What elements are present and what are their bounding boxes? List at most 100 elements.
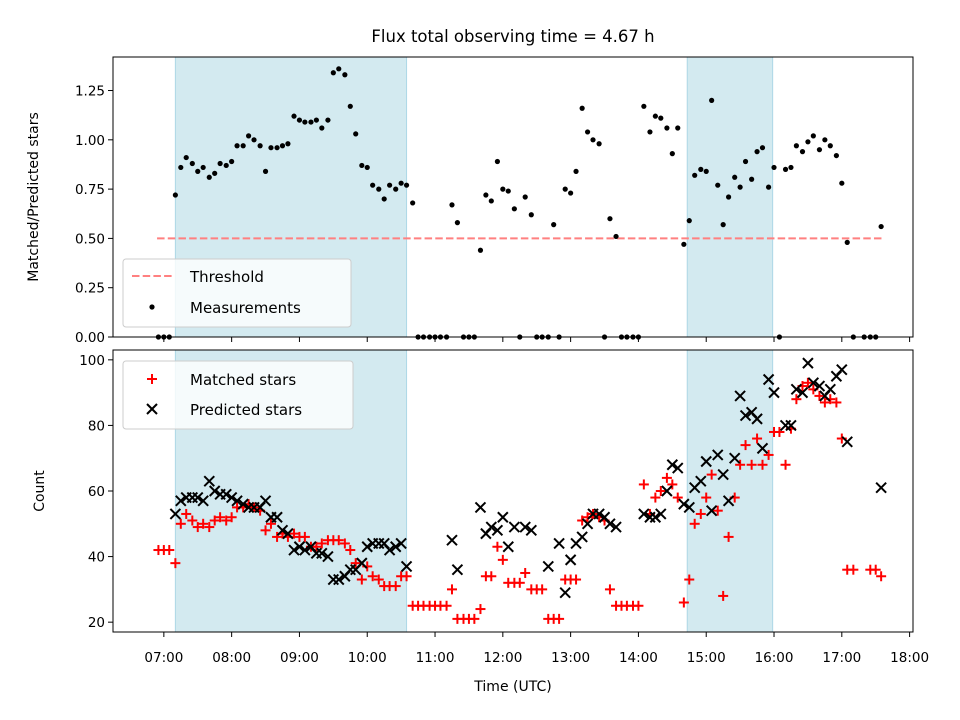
predicted-point-85-b xyxy=(751,413,763,425)
measurement-point-23 xyxy=(285,141,291,147)
predicted-point-73-b xyxy=(683,501,695,514)
bottom-y-tick-label-3: 80 xyxy=(88,418,105,434)
top-legend-box xyxy=(122,258,352,328)
measurement-point-35 xyxy=(353,131,359,137)
measurement-point-5 xyxy=(183,154,189,161)
predicted-point-86-b xyxy=(756,442,769,455)
matched-point-101 xyxy=(723,531,734,542)
predicted-point-43 xyxy=(451,563,464,576)
measurement-point-16 xyxy=(245,133,252,139)
predicted-point-64-b xyxy=(610,521,622,533)
measurement-point-65 xyxy=(522,194,528,200)
predicted-point-81 xyxy=(728,452,741,464)
matched-point-32 xyxy=(333,535,344,546)
bottom-x-tick-label-3: 10:00 xyxy=(348,650,387,666)
matched-point-94 xyxy=(684,574,695,585)
predicted-point-26-b xyxy=(316,547,328,560)
predicted-point-101 xyxy=(875,482,887,494)
matched-point-34 xyxy=(345,545,356,556)
measurement-point-15 xyxy=(240,143,246,149)
matched-point-108 xyxy=(763,449,774,460)
matched-point-113 xyxy=(791,394,802,405)
matched-point-106 xyxy=(752,433,763,444)
predicted-point-79-b xyxy=(717,468,729,481)
predicted-point-97 xyxy=(824,383,836,396)
top-y-axis-title: Matched/Predicted stars xyxy=(26,112,42,282)
measurement-point-118 xyxy=(822,137,828,143)
top-legend: Threshold Measurements xyxy=(122,258,352,328)
predicted-point-77-b xyxy=(705,504,718,517)
measurement-point-10 xyxy=(212,170,218,176)
predicted-point-91 xyxy=(790,383,803,396)
matched-point-9 xyxy=(204,522,215,533)
predicted-point-0-b xyxy=(169,508,182,520)
matched-point-29 xyxy=(316,538,327,549)
top-plot-frame xyxy=(112,56,914,338)
predicted-point-5-b xyxy=(197,495,209,507)
predicted-point-81-b xyxy=(728,452,741,464)
measurement-point-73 xyxy=(568,190,574,196)
predicted-point-27 xyxy=(322,550,334,563)
matched-point-85 xyxy=(633,600,644,611)
measurement-point-60 xyxy=(494,158,501,165)
matched-point-19 xyxy=(260,525,271,536)
predicted-point-33-b xyxy=(356,557,368,569)
measurement-point-116 xyxy=(810,133,816,139)
matched-point-21 xyxy=(272,531,283,542)
predicted-point-18 xyxy=(271,511,283,523)
predicted-point-39 xyxy=(390,541,402,553)
matched-point-68 xyxy=(537,584,548,595)
measurement-point-62 xyxy=(505,188,511,194)
measurement-points xyxy=(155,66,884,340)
matched-point-96 xyxy=(695,508,706,519)
predicted-point-63 xyxy=(604,518,616,530)
bottom-x-tick-label-4: 11:00 xyxy=(416,650,455,666)
predicted-point-38 xyxy=(383,544,396,556)
measurement-point-120 xyxy=(833,152,839,159)
measurement-point-9 xyxy=(206,174,212,180)
predicted-point-99-b xyxy=(836,363,848,376)
measurement-point-75 xyxy=(579,105,585,111)
predicted-point-21 xyxy=(288,544,300,556)
matched-point-3 xyxy=(170,558,181,569)
predicted-point-99 xyxy=(836,363,848,376)
bottom-x-tick-label-7: 14:00 xyxy=(619,650,658,666)
measurement-point-91 xyxy=(669,151,675,157)
measurement-point-127 xyxy=(878,223,884,230)
predicted-point-80 xyxy=(722,495,735,507)
measurement-point-70 xyxy=(551,222,557,228)
matched-point-42 xyxy=(390,581,401,592)
matched-point-60 xyxy=(492,541,503,552)
bottom-x-tick-label-8: 15:00 xyxy=(687,650,726,666)
measurement-point-34 xyxy=(347,103,353,109)
matched-point-11 xyxy=(215,512,226,523)
measurement-point-78 xyxy=(596,141,602,147)
matched-point-88 xyxy=(650,492,661,503)
measurement-point-113 xyxy=(793,143,799,149)
predicted-point-53 xyxy=(542,560,554,573)
measurement-point-22 xyxy=(279,143,286,149)
predicted-point-87-b xyxy=(762,373,775,386)
predicted-point-76 xyxy=(700,455,712,468)
matched-point-107 xyxy=(757,459,768,470)
measurement-point-44 xyxy=(403,182,410,188)
matched-point-98 xyxy=(706,469,717,480)
measurement-point-20 xyxy=(268,145,274,151)
measurement-point-36 xyxy=(359,162,365,169)
measurement-point-39 xyxy=(376,186,382,192)
measurement-point-88 xyxy=(652,113,658,119)
predicted-point-34-b xyxy=(361,541,373,553)
predicted-point-90-b xyxy=(785,419,797,432)
bottom-x-tick-label-2: 09:00 xyxy=(280,650,319,666)
top-panel: 0.00 0.25 0.50 0.75 1.00 1.25 Matched/Predict… xyxy=(26,56,914,346)
predicted-point-97-b xyxy=(824,383,836,396)
measurement-point-37 xyxy=(364,164,370,171)
measurement-point-53 xyxy=(454,220,461,226)
predicted-point-49 xyxy=(502,541,514,553)
legend-predicted-label: Predicted stars xyxy=(190,401,302,419)
matched-point-99 xyxy=(712,505,723,516)
matched-stars-points xyxy=(153,377,887,624)
predicted-point-9 xyxy=(220,488,232,500)
predicted-point-51 xyxy=(519,521,531,533)
predicted-point-22-b xyxy=(293,541,306,553)
